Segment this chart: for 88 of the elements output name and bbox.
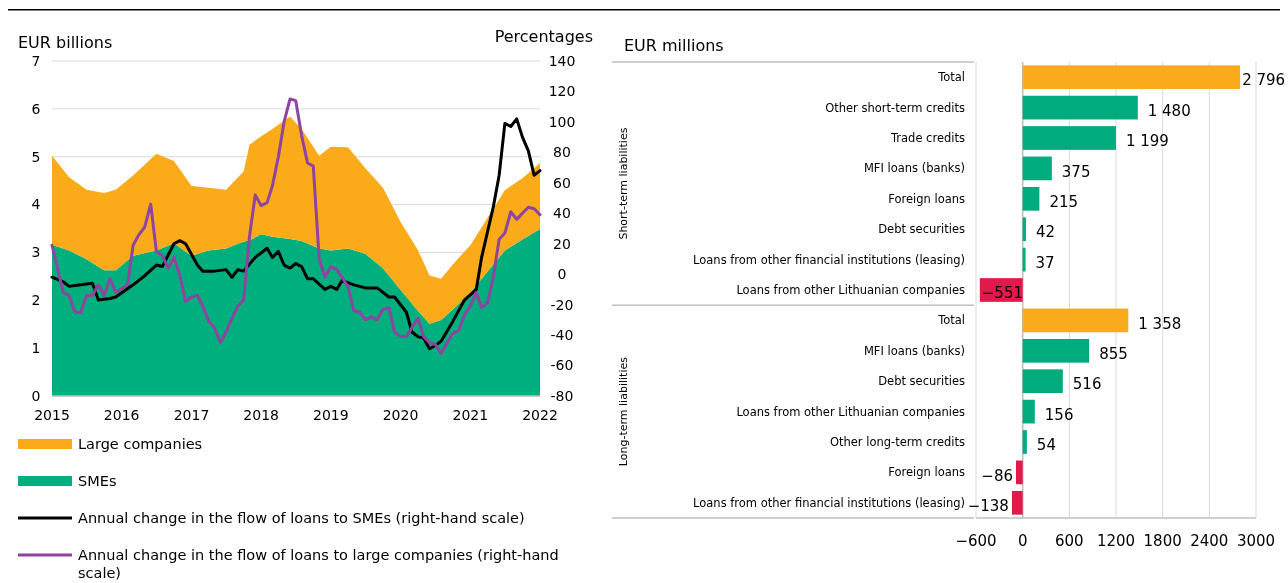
x-axis-title: EUR millions — [624, 36, 724, 55]
y2-tick-label: -80 — [550, 387, 574, 404]
data-label: 516 — [1072, 375, 1102, 394]
bar — [1022, 338, 1090, 363]
bar — [1022, 186, 1040, 211]
x-tick-label: 2018 — [243, 407, 279, 423]
y2-tick-label: 100 — [548, 113, 576, 130]
y-axis-title: EUR billions — [18, 33, 113, 52]
bar — [1022, 95, 1138, 120]
x-tick-label: 1800 — [1143, 532, 1182, 550]
y2-tick-label: 0 — [557, 266, 567, 283]
y-tick-label: 4 — [31, 196, 41, 213]
y-tick-label: Debt securities — [878, 374, 965, 389]
y-tick-label: 5 — [31, 148, 41, 165]
data-label: 42 — [1035, 223, 1056, 242]
y-tick-label: Other long-term credits — [829, 435, 965, 450]
y-tick-label: MFI loans (banks) — [863, 161, 965, 176]
data-label: −86 — [981, 466, 1013, 485]
x-tick-label: 2021 — [452, 407, 489, 423]
bar — [1022, 369, 1063, 394]
y-tick-label: Loans from other Lithuanian companies — [736, 404, 965, 419]
legend-label: Annual change in the flow of loans to large companies (right-hand scale) — [78, 547, 559, 582]
y-tick-label: 7 — [31, 52, 41, 69]
data-label: −138 — [967, 497, 1009, 516]
y-tick-label: MFI loans (banks) — [863, 343, 965, 358]
y2-tick-label: 120 — [548, 83, 576, 100]
y2-tick-label: 60 — [553, 174, 571, 191]
y2-tick-label: -60 — [550, 357, 574, 374]
y-tick-label: Foreign loans — [888, 465, 965, 480]
text: Short-term liabilities — [617, 127, 630, 240]
data-label: 2 796 — [1242, 71, 1286, 90]
y-tick-label: Total — [937, 313, 965, 328]
x-tick-label: 2020 — [382, 407, 419, 423]
x-tick-label: 2022 — [522, 407, 558, 423]
data-label: −551 — [981, 284, 1024, 303]
x-tick-label: 0 — [1017, 532, 1028, 550]
y-tick-label: Trade credits — [889, 131, 965, 146]
bar — [1015, 460, 1023, 485]
y2-axis-title: Percentages — [494, 27, 593, 46]
x-tick-label: −600 — [955, 532, 997, 550]
y-tick-label: Loans from other Lithuanian companies — [736, 283, 965, 298]
x-tick-label: 1200 — [1096, 532, 1136, 550]
y2-tick-label: 40 — [553, 205, 571, 222]
y2-tick-label: 140 — [548, 52, 576, 69]
data-label: 156 — [1044, 405, 1074, 424]
y-tick-label: 2 — [31, 292, 41, 309]
legend-label: Annual change in the flow of loans to SMEs (right-hand scale) — [78, 510, 525, 527]
y2-tick-label: 80 — [553, 144, 571, 161]
data-label: 1 199 — [1125, 132, 1169, 151]
x-tick-label: 2019 — [313, 407, 349, 423]
y-tick-label: 0 — [31, 387, 41, 404]
y-tick-label: Debt securities — [878, 222, 965, 237]
bar — [1022, 399, 1035, 424]
data-label: 855 — [1099, 345, 1128, 364]
legend-label: Large companies — [78, 436, 203, 453]
x-tick-label: 2016 — [103, 407, 140, 423]
bar — [1022, 126, 1116, 150]
y2-tick-label: -20 — [550, 296, 574, 313]
bar — [1022, 156, 1052, 181]
bar — [1022, 65, 1241, 90]
y-tick-label: Foreign loans — [888, 191, 965, 206]
y-tick-label: Total — [937, 70, 965, 85]
y-tick-label: Loans from other financial institutions (leasing) — [693, 252, 965, 267]
x-tick-label: 3000 — [1236, 532, 1276, 550]
legend-label: SMEs — [78, 473, 117, 490]
data-label: 1 358 — [1138, 314, 1182, 333]
bar — [1022, 217, 1026, 242]
bar — [1011, 490, 1023, 515]
data-label: 37 — [1035, 253, 1055, 272]
data-label: 1 480 — [1147, 101, 1191, 120]
y-tick-label: Other short-term credits — [825, 100, 965, 115]
text: Long-term liabilities — [617, 356, 630, 467]
bar — [1022, 247, 1026, 272]
y2-tick-label: 20 — [553, 235, 571, 252]
bar — [1022, 430, 1027, 454]
y2-tick-label: -40 — [550, 326, 574, 343]
x-tick-label: 2400 — [1190, 532, 1229, 550]
bar — [1022, 308, 1129, 333]
y-tick-label: 6 — [31, 100, 41, 117]
data-label: 54 — [1036, 436, 1056, 455]
data-label: 375 — [1061, 162, 1091, 181]
y-tick-label: 3 — [31, 244, 41, 261]
y-tick-label: 1 — [31, 340, 41, 357]
data-label: 215 — [1049, 193, 1079, 212]
x-tick-label: 2015 — [34, 407, 70, 423]
x-tick-label: 2017 — [173, 407, 210, 423]
x-tick-label: 600 — [1055, 532, 1084, 550]
y-tick-label: Loans from other financial institutions (leasing) — [693, 495, 965, 510]
